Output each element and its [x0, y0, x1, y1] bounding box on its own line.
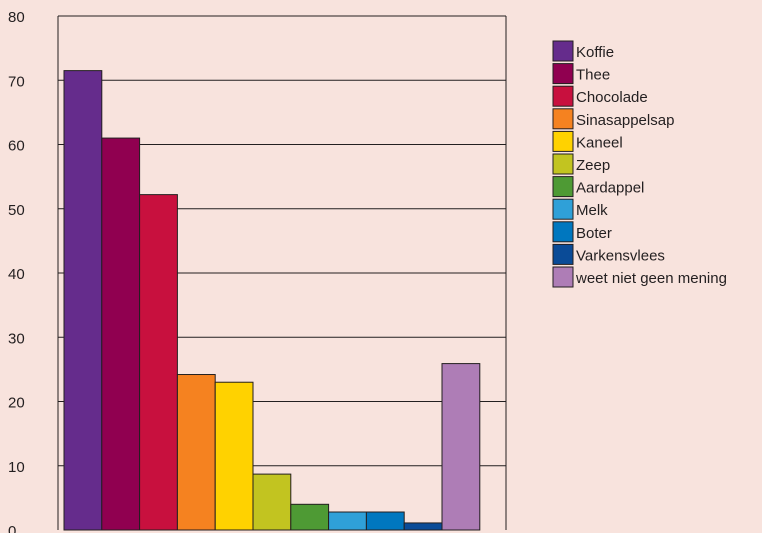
- legend-swatch: [552, 108, 574, 130]
- y-tick-label: 30: [8, 330, 25, 347]
- legend-label: Chocolade: [576, 89, 648, 106]
- y-tick-label: 70: [8, 73, 25, 90]
- bar-boter: [365, 511, 405, 531]
- legend-label: Melk: [576, 202, 608, 219]
- legend-label: Zeep: [576, 157, 610, 174]
- y-tick-label: 20: [8, 395, 25, 412]
- legend-label: Kaneel: [576, 134, 623, 151]
- legend-label: Boter: [576, 225, 612, 242]
- bar-varkensvlees: [403, 522, 443, 531]
- legend-label: Thee: [576, 67, 610, 84]
- legend-swatch: [552, 153, 574, 175]
- y-tick-label: 60: [8, 138, 25, 155]
- y-tick-label: 0: [8, 523, 16, 533]
- legend-item: Kaneel: [552, 130, 623, 152]
- bar-sinasappelsap: [176, 374, 216, 531]
- legend-item: Varkensvlees: [552, 243, 665, 265]
- bar-thee: [101, 137, 141, 531]
- legend-label: Aardappel: [576, 180, 644, 197]
- bar-weet-niet-geen-mening: [441, 363, 481, 531]
- bar-melk: [328, 511, 367, 531]
- legend-label: Koffie: [576, 44, 614, 61]
- legend-item: Zeep: [552, 153, 610, 175]
- legend-item: Melk: [552, 198, 608, 220]
- legend-item: Boter: [552, 221, 612, 243]
- legend-item: Thee: [552, 63, 610, 85]
- legend-item: Sinasappelsap: [552, 108, 674, 130]
- legend: Koffie Thee Chocolade Sinasappelsap Kaneel Ze…: [552, 40, 727, 288]
- y-tick-label: 40: [8, 266, 25, 283]
- legend-swatch: [552, 266, 574, 288]
- legend-item: Aardappel: [552, 176, 644, 198]
- legend-swatch: [552, 63, 574, 85]
- legend-swatch: [552, 243, 574, 265]
- legend-item: weet niet geen mening: [552, 266, 727, 288]
- legend-item: Koffie: [552, 40, 614, 62]
- y-tick-label: 10: [8, 459, 25, 476]
- bar-zeep: [252, 473, 292, 531]
- bar-kaneel: [214, 381, 254, 531]
- bar-chocolade: [139, 194, 178, 531]
- y-tick-label: 50: [8, 202, 25, 219]
- legend-item: Chocolade: [552, 85, 648, 107]
- bar-aardappel: [290, 503, 330, 531]
- bars: [63, 70, 481, 531]
- legend-swatch: [552, 198, 574, 220]
- legend-swatch: [552, 40, 574, 62]
- legend-label: Sinasappelsap: [576, 112, 674, 129]
- plot-frame: [57, 15, 507, 530]
- legend-swatch: [552, 85, 574, 107]
- bar-koffie: [63, 70, 103, 531]
- legend-swatch: [552, 130, 574, 152]
- legend-label: weet niet geen mening: [575, 270, 727, 287]
- legend-swatch: [552, 176, 574, 198]
- legend-label: Varkensvlees: [576, 247, 665, 264]
- legend-swatch: [552, 221, 574, 243]
- y-axis-ticks: 0 10 20 30 40 50 60 70 80: [8, 9, 25, 533]
- y-tick-label: 80: [8, 9, 25, 26]
